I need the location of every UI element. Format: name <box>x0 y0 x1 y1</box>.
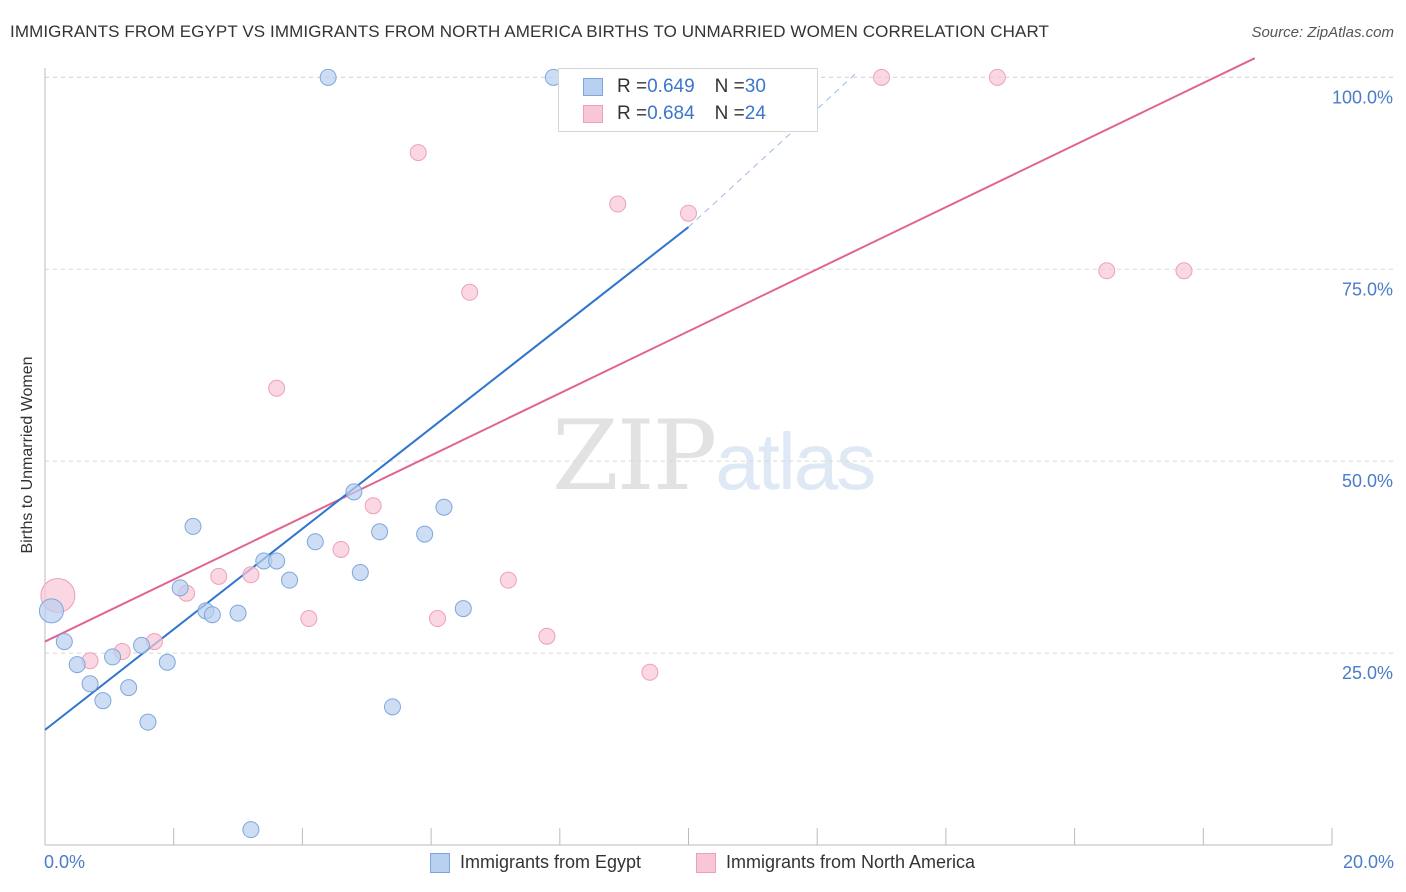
stats-n-value: 24 <box>744 103 766 124</box>
point-north-america <box>268 379 286 397</box>
stats-n-label: N = <box>714 76 745 97</box>
point-north-america <box>538 627 556 645</box>
legend-swatch-north-america <box>696 852 716 873</box>
point-egypt <box>435 498 453 516</box>
point-north-america <box>409 144 427 162</box>
stats-row-egypt: R = 0.649 N = 30 <box>583 75 766 99</box>
point-north-america <box>609 195 627 213</box>
stats-r-value: 0.684 <box>647 103 695 124</box>
point-egypt <box>371 523 389 541</box>
chart-title: IMMIGRANTS FROM EGYPT VS IMMIGRANTS FROM… <box>10 22 1050 41</box>
point-egypt <box>281 571 299 589</box>
watermark: ZIPatlas <box>552 400 876 512</box>
x-tick-label-min: 0.0% <box>44 852 86 872</box>
point-egypt <box>416 525 434 543</box>
point-egypt <box>229 604 247 622</box>
regression-line-north-america <box>44 57 1256 643</box>
regression-extension-egypt <box>688 73 857 228</box>
stats-swatch-north-america <box>583 105 603 123</box>
point-north-america <box>1098 262 1116 280</box>
point-egypt <box>203 606 221 624</box>
legend: Immigrants from Egypt Immigrants from No… <box>0 852 1406 878</box>
point-egypt <box>94 692 112 710</box>
point-north-america <box>210 567 228 585</box>
point-north-america <box>873 68 891 86</box>
stats-n-label: N = <box>714 103 745 124</box>
point-egypt <box>133 636 151 654</box>
point-north-america <box>499 571 517 589</box>
stats-r-label: R = <box>617 76 648 97</box>
point-egypt <box>139 713 157 731</box>
point-north-america <box>988 68 1006 86</box>
stats-n-value: 30 <box>744 76 766 97</box>
point-egypt <box>306 533 324 551</box>
y-tick-label: 100.0% <box>1332 87 1393 107</box>
x-tick-label-max: 20.0% <box>1342 852 1394 872</box>
legend-label-north-america: Immigrants from North America <box>726 852 976 872</box>
point-egypt <box>454 600 472 618</box>
point-north-america <box>680 204 697 222</box>
point-north-america <box>641 663 659 681</box>
y-tick-label: 75.0% <box>1342 279 1393 299</box>
point-egypt <box>120 679 138 697</box>
point-north-america <box>242 566 260 584</box>
point-egypt <box>68 656 86 674</box>
source-credit: Source: ZipAtlas.com <box>1251 24 1394 41</box>
stats-r-label: R = <box>617 103 648 124</box>
y-tick-label: 25.0% <box>1342 663 1393 683</box>
point-egypt <box>81 675 99 693</box>
legend-swatch-egypt <box>430 852 450 873</box>
point-egypt <box>104 648 122 666</box>
point-egypt <box>383 698 401 716</box>
point-egypt <box>268 552 286 570</box>
y-tick-label: 50.0% <box>1342 471 1393 491</box>
legend-item-north-america[interactable]: Immigrants from North America <box>696 852 975 873</box>
point-north-america <box>461 283 479 301</box>
point-egypt <box>184 517 202 535</box>
point-north-america <box>332 540 350 558</box>
stats-row-north-america: R = 0.684 N = 24 <box>583 102 766 126</box>
point-egypt <box>38 598 64 624</box>
point-egypt <box>171 579 189 597</box>
point-north-america <box>429 610 447 628</box>
watermark-zip: ZIP <box>552 400 717 512</box>
point-north-america <box>364 497 382 515</box>
point-egypt <box>158 653 176 671</box>
stats-box: R = 0.649 N = 30 R = 0.684 N = 24 <box>558 68 818 132</box>
legend-label-egypt: Immigrants from Egypt <box>460 852 642 872</box>
y-axis-label: Births to Unmarried Women <box>19 356 36 554</box>
stats-swatch-egypt <box>583 78 603 96</box>
stats-r-value: 0.649 <box>647 76 695 97</box>
regression-line-egypt <box>44 226 690 731</box>
point-egypt <box>242 821 260 839</box>
point-egypt <box>55 633 73 651</box>
point-north-america <box>1175 262 1193 280</box>
point-egypt <box>351 563 369 581</box>
point-egypt <box>319 68 337 86</box>
legend-item-egypt[interactable]: Immigrants from Egypt <box>430 852 641 873</box>
point-north-america <box>300 610 318 628</box>
point-egypt <box>345 483 363 501</box>
